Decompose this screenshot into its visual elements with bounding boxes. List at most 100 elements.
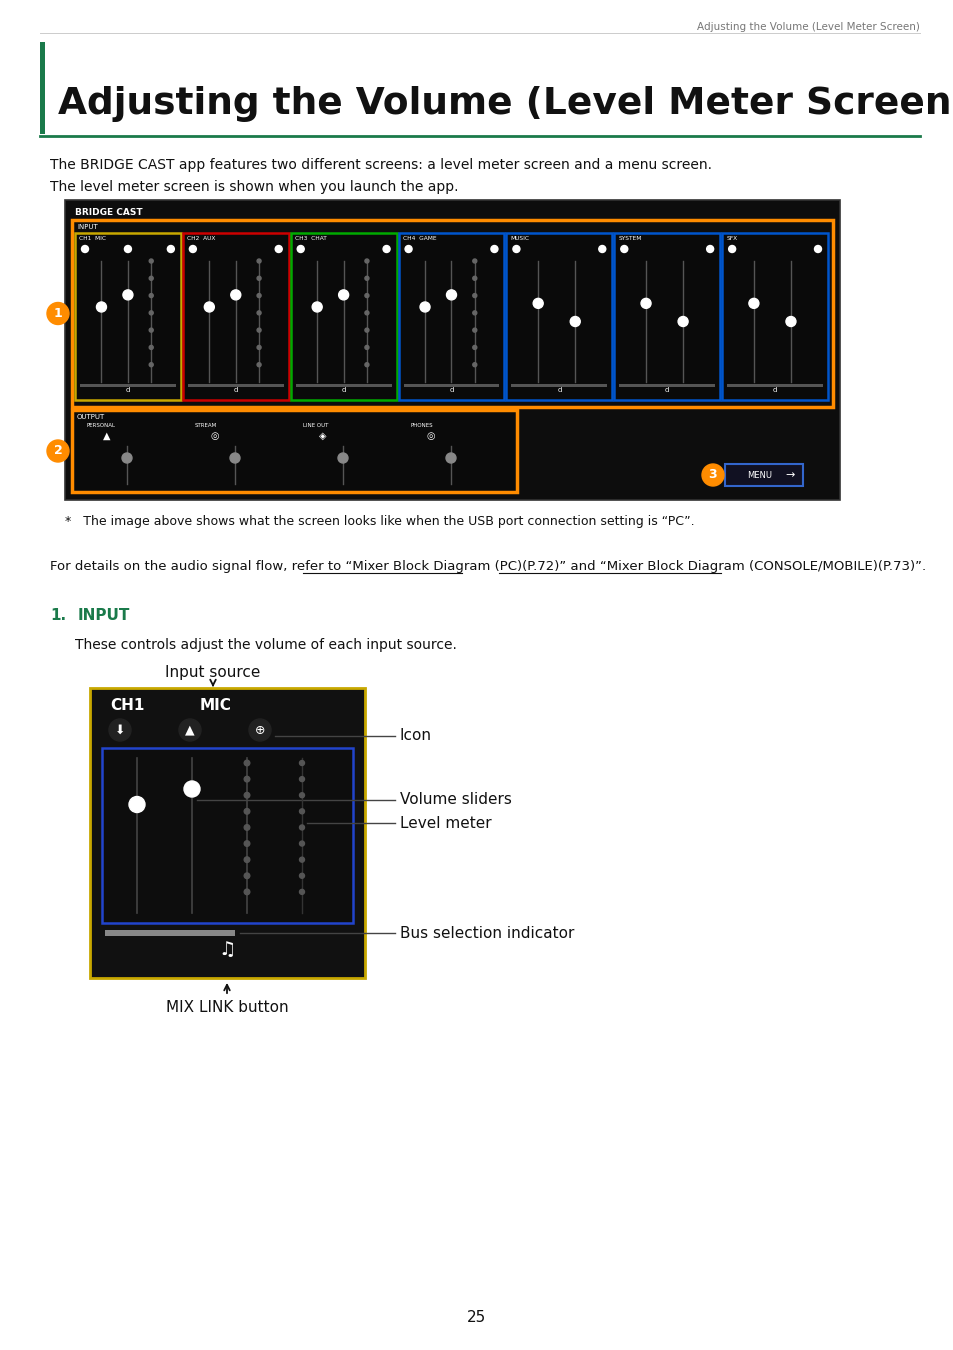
Circle shape (701, 464, 723, 486)
Bar (506, 234, 612, 400)
Circle shape (473, 328, 476, 332)
Circle shape (785, 316, 795, 327)
Circle shape (189, 246, 196, 252)
Circle shape (47, 440, 69, 462)
Text: CH4  GAME: CH4 GAME (402, 236, 436, 242)
Text: The BRIDGE CAST app features two different screens: a level meter screen and a m: The BRIDGE CAST app features two differe… (50, 158, 711, 171)
Text: The level meter screen is shown when you launch the app.: The level meter screen is shown when you… (50, 180, 458, 194)
Bar (618, 383, 715, 387)
Circle shape (473, 310, 476, 315)
Circle shape (149, 346, 153, 350)
Text: Level meter: Level meter (399, 815, 491, 830)
Bar (71, 220, 832, 406)
Text: Adjusting the Volume (Level Meter Screen): Adjusting the Volume (Level Meter Screen… (697, 22, 919, 32)
Circle shape (473, 363, 476, 367)
Circle shape (256, 277, 261, 281)
Text: INPUT: INPUT (78, 608, 131, 622)
Bar (65, 200, 840, 500)
Circle shape (244, 809, 250, 814)
Circle shape (149, 293, 153, 297)
Circle shape (184, 782, 200, 796)
Circle shape (365, 259, 369, 263)
Text: SFX: SFX (725, 236, 737, 242)
Bar (80, 383, 175, 387)
Bar (398, 234, 504, 400)
Circle shape (748, 298, 758, 308)
Text: INPUT: INPUT (77, 224, 97, 230)
Circle shape (149, 328, 153, 332)
Circle shape (256, 293, 261, 297)
Circle shape (149, 310, 153, 315)
Text: SYSTEM: SYSTEM (618, 236, 641, 242)
Text: OUTPUT: OUTPUT (77, 414, 105, 420)
Text: Bus selection indicator: Bus selection indicator (399, 926, 574, 941)
Circle shape (244, 857, 250, 863)
Text: d: d (557, 387, 561, 393)
Bar (188, 383, 283, 387)
Circle shape (365, 277, 369, 281)
Text: STREAM: STREAM (194, 423, 217, 428)
Circle shape (533, 298, 542, 308)
Text: ⊕: ⊕ (254, 724, 265, 737)
Text: Adjusting the Volume (Level Meter Screen): Adjusting the Volume (Level Meter Screen… (58, 86, 953, 122)
Circle shape (47, 302, 69, 324)
Text: These controls adjust the volume of each input source.: These controls adjust the volume of each… (75, 639, 456, 652)
Circle shape (149, 363, 153, 367)
Text: MIC: MIC (200, 698, 232, 713)
Bar (291, 234, 396, 400)
Text: CH2  AUX: CH2 AUX (187, 236, 215, 242)
Bar (721, 234, 827, 400)
Circle shape (299, 760, 304, 765)
Circle shape (204, 302, 214, 312)
Circle shape (473, 346, 476, 350)
Circle shape (244, 841, 250, 846)
Circle shape (299, 890, 304, 895)
Text: d: d (772, 387, 777, 393)
Bar (724, 464, 802, 486)
Bar (90, 688, 365, 977)
Circle shape (149, 277, 153, 281)
Circle shape (337, 454, 348, 463)
Circle shape (365, 328, 369, 332)
Circle shape (446, 454, 456, 463)
Circle shape (231, 290, 240, 300)
Text: CH1: CH1 (110, 698, 144, 713)
Text: LINE OUT: LINE OUT (303, 423, 328, 428)
Text: ▲: ▲ (103, 431, 111, 441)
Circle shape (179, 720, 201, 741)
Circle shape (96, 302, 107, 312)
Circle shape (123, 290, 132, 300)
Circle shape (446, 290, 456, 300)
Bar (102, 748, 353, 923)
Circle shape (728, 246, 735, 252)
Text: 2: 2 (53, 444, 62, 458)
Text: CH1  MIC: CH1 MIC (79, 236, 106, 242)
Circle shape (383, 246, 390, 252)
Text: MIX LINK button: MIX LINK button (166, 1000, 288, 1015)
Text: d: d (449, 387, 454, 393)
Circle shape (149, 259, 153, 263)
Text: BRIDGE CAST: BRIDGE CAST (75, 208, 143, 217)
Circle shape (274, 246, 282, 252)
Circle shape (244, 760, 250, 765)
Circle shape (706, 246, 713, 252)
Circle shape (405, 246, 412, 252)
Circle shape (365, 310, 369, 315)
Circle shape (244, 776, 250, 782)
Circle shape (299, 792, 304, 798)
Circle shape (109, 720, 131, 741)
Circle shape (299, 776, 304, 782)
Circle shape (299, 873, 304, 879)
Circle shape (473, 293, 476, 297)
Circle shape (299, 841, 304, 846)
Bar (403, 383, 499, 387)
Circle shape (640, 298, 650, 308)
Text: CH3  CHAT: CH3 CHAT (294, 236, 326, 242)
Circle shape (256, 346, 261, 350)
Circle shape (129, 796, 145, 813)
Circle shape (244, 873, 250, 879)
Text: ▲: ▲ (185, 724, 194, 737)
Text: ◈: ◈ (319, 431, 327, 441)
Circle shape (297, 246, 304, 252)
Bar (71, 410, 517, 491)
